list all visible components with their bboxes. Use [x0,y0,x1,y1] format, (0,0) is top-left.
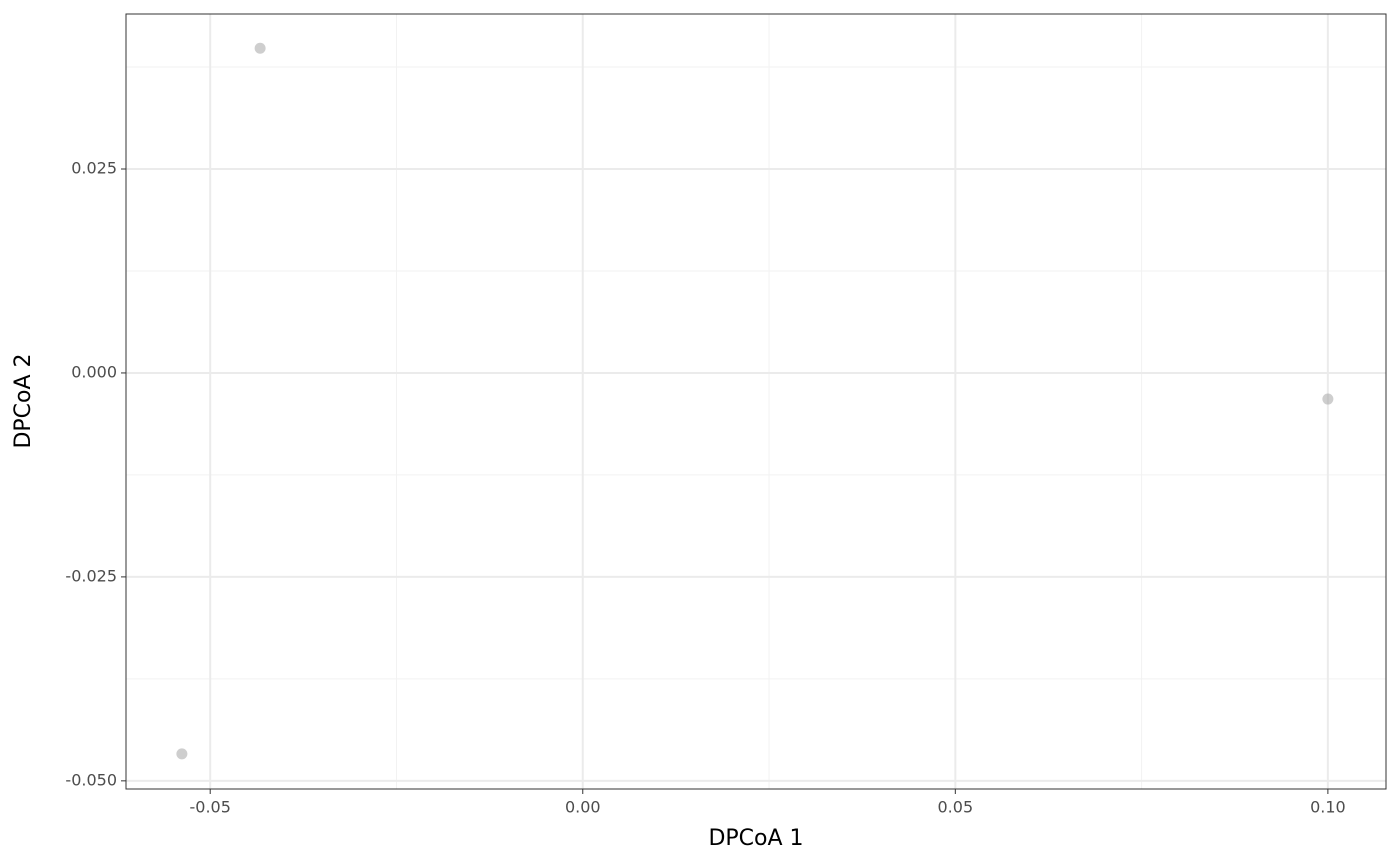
x-axis-title: DPCoA 1 [708,826,803,851]
y-tick-label: -0.050 [65,770,117,789]
x-tick-label: 0.10 [1310,798,1346,817]
y-axis-title: DPCoA 2 [11,353,36,448]
y-tick-label: -0.025 [65,566,117,585]
x-tick-label: 0.05 [938,798,974,817]
point [1322,393,1334,405]
panel-border [125,13,1387,790]
y-tick-label: 0.025 [71,159,117,178]
point [254,42,266,54]
point [176,748,188,760]
y-tick-label: 0.000 [71,362,117,381]
x-tick-label: -0.05 [189,798,230,817]
x-tick-label: 0.00 [565,798,601,817]
